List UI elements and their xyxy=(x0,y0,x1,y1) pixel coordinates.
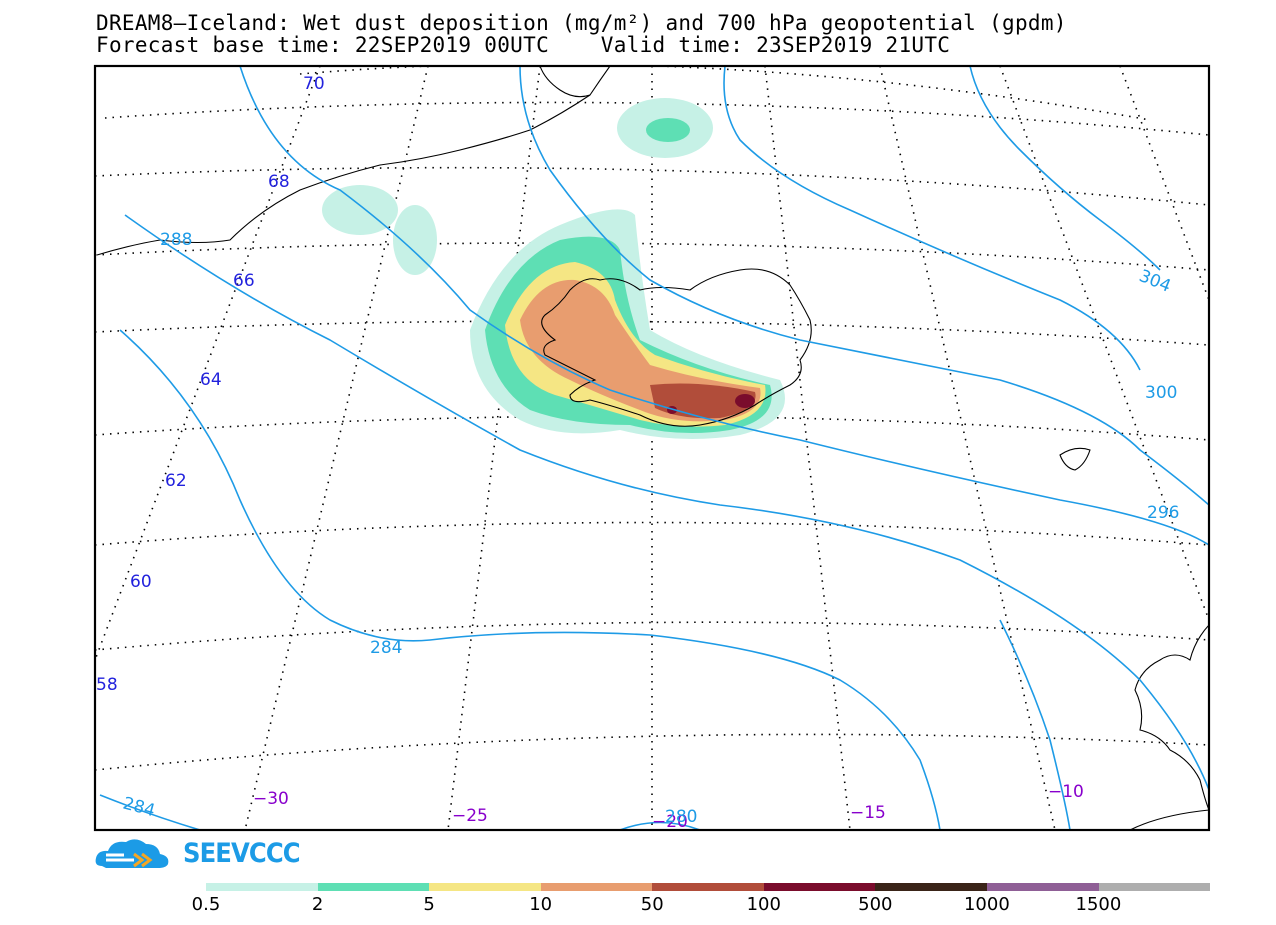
contour-296 xyxy=(519,66,1209,506)
ireland-coastline xyxy=(1129,809,1209,830)
map-frame xyxy=(93,64,1211,832)
colorbar-label: 1500 xyxy=(1075,894,1122,915)
contour-label-288: 288 xyxy=(160,230,192,250)
iceland-coastline xyxy=(541,268,812,427)
colorbar-label: 50 xyxy=(640,894,664,915)
lat-label-66: 66 xyxy=(233,271,255,291)
chart-title-line1: DREAM8–Iceland: Wet dust deposition (mg/… xyxy=(96,11,1067,35)
colorbar-label: 100 xyxy=(746,894,781,915)
colorbar xyxy=(206,883,1211,891)
colorbar-label: 5 xyxy=(423,894,435,915)
lat-label-62: 62 xyxy=(165,471,187,491)
geopotential-contours xyxy=(99,66,1209,830)
dust-area-greenland-2 xyxy=(393,205,437,275)
latitude-labels: 70 68 66 64 62 60 58 xyxy=(96,74,325,695)
dust-area-level-6 xyxy=(735,394,755,408)
contour-280-south xyxy=(619,821,701,830)
lon-label-30w: −30 xyxy=(253,789,289,809)
faroe-islands xyxy=(1059,447,1091,471)
colorbar-label: 10 xyxy=(529,894,553,915)
lat-label-64: 64 xyxy=(200,370,222,390)
contour-label-284: 284 xyxy=(370,638,402,658)
contour-292 xyxy=(999,619,1071,830)
lat-label-68: 68 xyxy=(268,172,290,192)
colorbar-label: 500 xyxy=(858,894,893,915)
contour-300 xyxy=(723,66,1141,371)
colorbar-segment xyxy=(652,883,764,891)
colorbar-segment xyxy=(1098,883,1211,891)
contour-288 xyxy=(239,66,1209,546)
contour-304 xyxy=(969,66,1161,271)
lon-label-10w: −10 xyxy=(1048,782,1084,802)
lon-label-15w: −15 xyxy=(850,803,886,823)
seevccc-logo xyxy=(95,839,169,868)
colorbar-label: 1000 xyxy=(963,894,1010,915)
colorbar-segment xyxy=(875,883,987,891)
colorbar-label: 0.5 xyxy=(191,894,221,915)
colorbar-segment xyxy=(540,883,653,891)
lat-label-60: 60 xyxy=(130,572,152,592)
lat-label-58: 58 xyxy=(96,675,118,695)
lon-label-20w: −20 xyxy=(652,812,688,832)
colorbar-segment xyxy=(317,883,430,891)
greenland-coastline xyxy=(96,66,611,256)
scotland-coastline xyxy=(1134,624,1209,811)
lon-label-25w: −25 xyxy=(452,806,488,826)
dust-area-north-core xyxy=(646,118,690,142)
coastlines xyxy=(96,66,1209,830)
dust-deposition-shading xyxy=(322,98,785,439)
longitude-labels: −30 −25 −20 −15 −10 xyxy=(253,782,1084,832)
greenland-coast-north xyxy=(539,66,591,98)
chart-title-line2: Forecast base time: 22SEP2019 00UTC Vali… xyxy=(96,33,951,57)
colorbar-segment xyxy=(429,883,541,891)
contour-label-300: 300 xyxy=(1145,383,1177,403)
seevccc-logo-text: SEEVCCC xyxy=(183,838,301,869)
dust-area-greenland-1 xyxy=(322,185,398,235)
contour-280 xyxy=(119,329,941,830)
colorbar-segment xyxy=(763,883,876,891)
colorbar-label: 2 xyxy=(311,894,324,915)
colorbar-segment xyxy=(986,883,1099,891)
contour-label-280: 280 xyxy=(665,807,697,827)
graticule-meridians xyxy=(95,66,1209,830)
map-background xyxy=(95,66,1209,830)
contour-label-296: 296 xyxy=(1147,503,1179,523)
colorbar-segment xyxy=(206,883,318,891)
contour-284 xyxy=(124,214,1209,791)
lat-label-70: 70 xyxy=(303,74,325,94)
contour-284-south xyxy=(99,794,201,830)
